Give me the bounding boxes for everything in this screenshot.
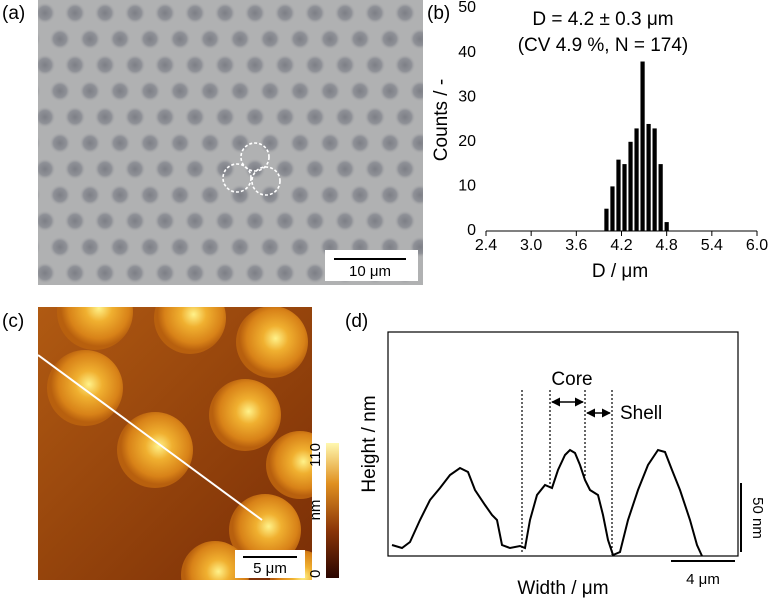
colorbar-tick-label: 110 (307, 443, 324, 467)
x-tick-label: 5.4 (701, 237, 723, 254)
bar (658, 164, 663, 231)
micrograph (38, 0, 423, 285)
bar (646, 123, 651, 231)
x-tick-label: 6.0 (746, 237, 768, 254)
x-axis-label: Width / μm (517, 578, 608, 599)
scale-bar-label: 10 μm (349, 263, 391, 280)
scale-bar-label: 5 μm (253, 560, 287, 577)
x-tick-label: 4.2 (610, 237, 632, 254)
height-profile (387, 331, 742, 562)
colorbar-unit: nm (307, 500, 324, 521)
annotation: Shell (620, 403, 662, 424)
panel-label: (a) (2, 3, 25, 24)
y-tick-label: 40 (458, 44, 476, 61)
panel-label: (d) (345, 311, 368, 332)
y-tick-label: 10 (458, 178, 476, 195)
annotation: Core (551, 369, 592, 390)
bar (634, 128, 639, 231)
colorbar (326, 443, 339, 578)
bar (610, 186, 615, 231)
bar (616, 159, 621, 231)
y-axis-label: Height / nm (359, 395, 380, 492)
y-tick-label: 20 (458, 133, 476, 150)
panel-label: (c) (2, 311, 24, 332)
y-tick-label: 30 (458, 88, 476, 105)
bar (622, 164, 627, 231)
x-tick-label: 2.4 (475, 237, 497, 254)
panel-label: (b) (427, 3, 450, 24)
chart-title: D = 4.2 ± 0.3 μm (532, 9, 673, 30)
bar (652, 128, 657, 231)
chart-subtitle: (CV 4.9 %, N = 174) (518, 35, 689, 56)
x-tick-label: 4.8 (656, 237, 678, 254)
bar (604, 208, 609, 231)
x-tick-label: 3.0 (520, 237, 542, 254)
bar (640, 61, 645, 231)
scale-bar-label: 4 μm (686, 571, 720, 588)
y-axis-label: Counts / - (431, 79, 452, 161)
bar (664, 222, 669, 231)
x-axis-label: D / μm (592, 261, 648, 282)
afm-image (38, 307, 312, 580)
y-tick-label: 0 (467, 222, 476, 239)
colorbar-tick-label: 0 (307, 570, 324, 578)
y-tick-label: 50 (458, 0, 476, 16)
x-tick-label: 3.6 (565, 237, 587, 254)
bar (628, 141, 633, 231)
scale-bar-label: 50 nm (749, 497, 766, 539)
